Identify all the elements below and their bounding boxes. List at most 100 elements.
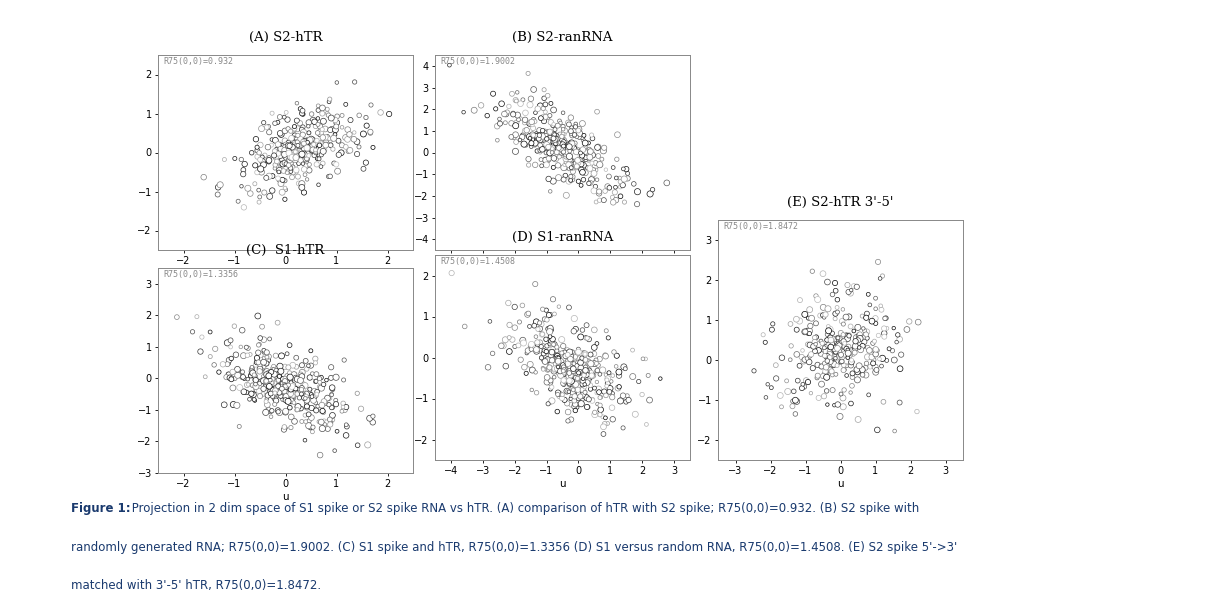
Point xyxy=(278,397,298,406)
Point xyxy=(242,148,262,157)
Point xyxy=(544,134,563,143)
Point xyxy=(638,371,658,380)
Point xyxy=(519,309,539,318)
Point xyxy=(491,119,510,128)
Point xyxy=(589,387,609,397)
Point xyxy=(312,109,332,118)
Point xyxy=(838,334,857,343)
Point xyxy=(294,144,314,154)
Point xyxy=(578,154,598,163)
Point xyxy=(303,145,322,154)
Point xyxy=(818,356,838,366)
Point xyxy=(300,423,320,432)
Point xyxy=(897,325,916,334)
Point xyxy=(817,335,836,345)
Point xyxy=(560,380,579,390)
Point xyxy=(284,144,304,154)
Point xyxy=(577,163,597,172)
Point xyxy=(326,115,346,125)
Point xyxy=(288,374,308,384)
Point xyxy=(289,179,309,188)
Point xyxy=(525,368,545,377)
Point xyxy=(529,130,549,140)
Point xyxy=(282,387,301,397)
Point xyxy=(264,151,284,160)
Point xyxy=(633,354,653,364)
Point xyxy=(806,346,825,356)
Point xyxy=(859,290,878,299)
Point xyxy=(480,317,499,326)
Point xyxy=(576,349,595,359)
Point xyxy=(520,341,540,350)
Point xyxy=(622,345,642,355)
Point xyxy=(552,147,572,157)
Point xyxy=(572,375,592,385)
Point xyxy=(268,149,288,159)
Point xyxy=(326,399,346,409)
Point xyxy=(522,140,541,149)
Point xyxy=(292,389,311,399)
Point xyxy=(616,397,636,406)
Point xyxy=(838,353,857,362)
Point xyxy=(494,109,514,119)
Point xyxy=(523,365,542,375)
Point xyxy=(540,148,560,157)
Point xyxy=(290,134,310,144)
Point xyxy=(547,364,567,374)
Point xyxy=(597,391,616,400)
Point xyxy=(800,340,819,350)
Point xyxy=(825,334,845,343)
Point xyxy=(838,346,857,355)
Point xyxy=(619,395,638,405)
Point xyxy=(831,389,851,399)
Point xyxy=(522,385,541,394)
Point xyxy=(572,151,592,160)
Point xyxy=(304,134,323,144)
Point xyxy=(555,126,574,135)
Point xyxy=(303,369,322,378)
Point xyxy=(274,380,294,389)
Point xyxy=(571,374,590,383)
Point xyxy=(504,132,524,142)
Point xyxy=(333,399,353,408)
Point xyxy=(597,326,616,336)
Point xyxy=(552,146,572,155)
Point xyxy=(599,172,619,182)
Point xyxy=(806,291,825,301)
Point xyxy=(838,335,857,345)
Point xyxy=(557,360,577,369)
Point xyxy=(833,305,852,314)
Point xyxy=(554,125,573,134)
Point xyxy=(604,347,624,357)
Point xyxy=(306,145,326,154)
Point xyxy=(557,150,577,160)
Point xyxy=(554,163,573,172)
Point xyxy=(540,146,560,155)
Point xyxy=(562,123,582,132)
Point xyxy=(819,337,839,346)
Point xyxy=(544,163,563,172)
Point xyxy=(563,148,583,158)
Point xyxy=(271,144,290,154)
Point xyxy=(276,374,295,383)
X-axis label: u: u xyxy=(282,269,289,279)
Point xyxy=(535,143,555,153)
Point xyxy=(587,107,606,116)
Point xyxy=(597,375,616,385)
Point xyxy=(555,365,574,374)
Point xyxy=(563,364,583,374)
Point xyxy=(520,322,540,331)
Point xyxy=(576,362,595,372)
Point xyxy=(567,151,587,161)
Point xyxy=(550,391,569,401)
Point xyxy=(863,346,883,355)
Point xyxy=(300,135,320,145)
Point xyxy=(544,128,563,138)
Point xyxy=(278,159,298,168)
Point xyxy=(533,340,552,350)
Point xyxy=(269,166,289,175)
Point xyxy=(522,138,541,148)
Point xyxy=(557,151,577,161)
Point xyxy=(288,405,308,415)
Point xyxy=(263,390,283,399)
